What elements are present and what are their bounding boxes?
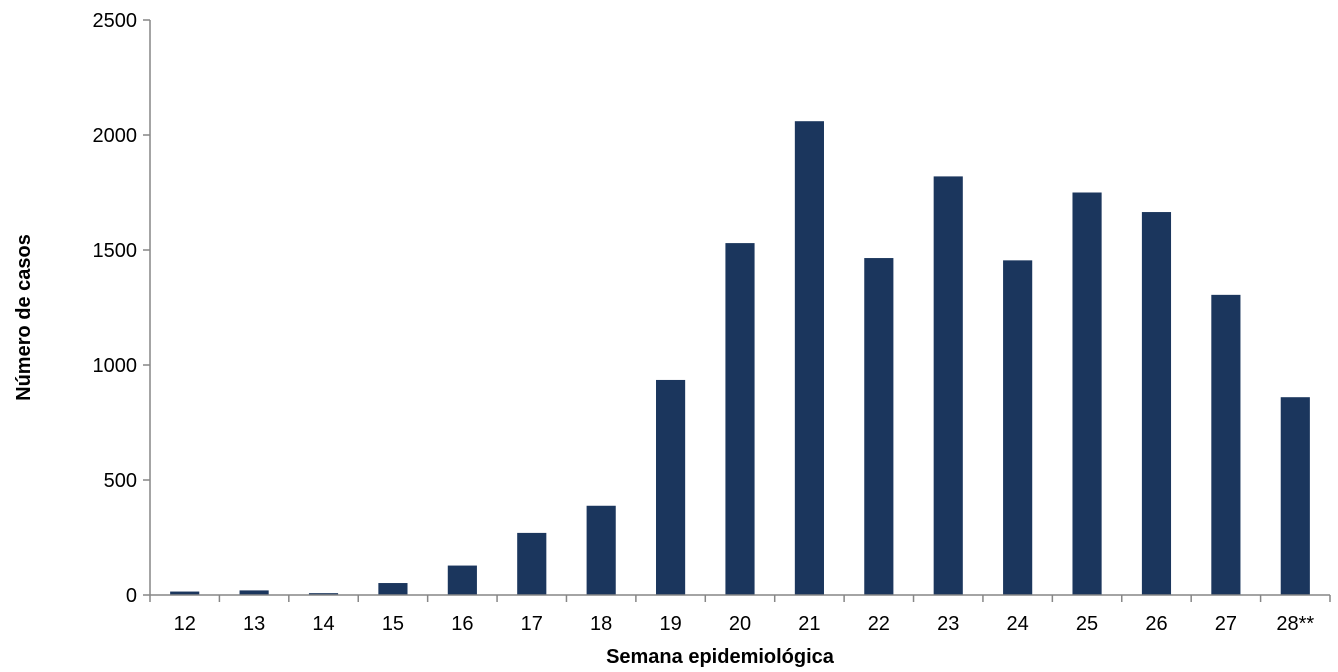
x-tick-label: 27 [1215,613,1237,635]
x-tick-label: 22 [868,613,890,635]
x-tick-label: 12 [174,613,196,635]
bar-week-15 [378,583,408,595]
bars-group [170,121,1310,596]
bar-week-19 [656,379,686,595]
y-tick-label: 500 [104,470,137,492]
x-tick-label: 25 [1076,613,1098,635]
x-tick-label: 16 [451,613,473,635]
bar-week-13 [239,590,269,595]
y-tick-label: 0 [126,585,137,607]
x-axis: 12 13 14 15 16 17 18 19 20 21 22 23 24 25 26 27 28** [149,594,1331,635]
x-tick-label: 15 [382,613,404,635]
x-tick-label: 24 [1007,613,1029,635]
x-axis-title: Semana epidemiológica [606,646,835,667]
bar-week-25 [1072,192,1102,595]
y-axis: 0 500 1000 1500 2000 2500 [93,10,151,607]
y-tick-label: 1500 [93,240,138,262]
x-tick-label: 26 [1145,613,1167,635]
y-axis-title: Número de casos [13,234,35,401]
bar-week-18 [586,505,616,595]
x-tick-label: 21 [798,613,820,635]
bar-week-12 [170,591,200,595]
bar-week-16 [447,565,477,595]
x-tick-label: 19 [659,613,681,635]
bar-week-22 [864,258,894,595]
x-tick-label: 23 [937,613,959,635]
bar-week-20 [725,243,755,595]
y-tick-label: 2000 [93,125,138,147]
bar-week-24 [1003,260,1033,595]
bar-week-17 [517,532,547,595]
bar-week-26 [1141,212,1172,596]
bar-week-21 [794,121,824,595]
x-tick-label: 17 [521,613,543,635]
x-tick-label: 13 [243,613,265,635]
x-tick-label: 14 [312,613,334,635]
bar-week-14 [308,593,339,595]
bar-week-23 [933,176,963,595]
x-tick-label: 18 [590,613,612,635]
x-tick-label: 28** [1276,613,1314,635]
bar-week-28 [1280,397,1310,595]
x-tick-label: 20 [729,613,751,635]
y-tick-label: 2500 [93,10,138,32]
bar-week-27 [1211,294,1241,595]
y-tick-label: 1000 [93,355,138,377]
